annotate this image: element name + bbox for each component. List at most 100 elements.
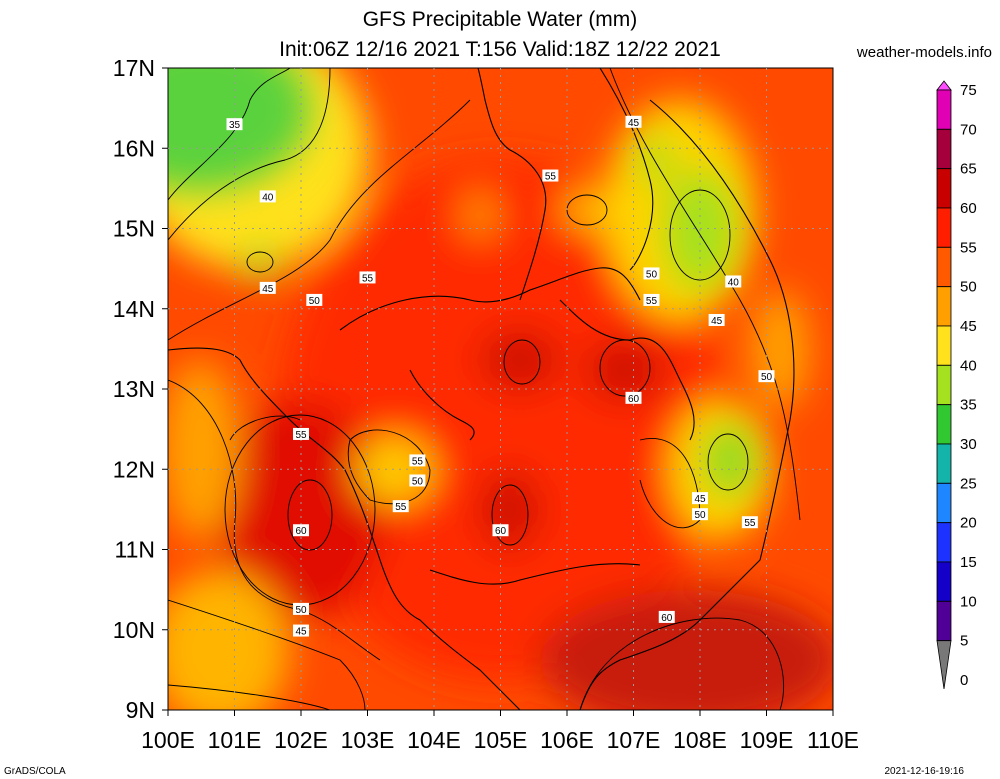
svg-text:35: 35 [229,120,241,131]
colorbar-label: 55 [960,239,977,256]
colorbar-label: 15 [960,554,977,571]
colorbar-label: 40 [960,357,977,374]
lon-tick-label: 104E [407,727,461,753]
colorbar-segment [936,89,952,130]
contour-label: 55 [741,516,758,529]
contour-label: 60 [492,524,509,537]
svg-text:45: 45 [711,316,723,327]
map-title: GFS Precipitable Water (mm) [362,8,638,31]
contour-label: 55 [392,500,409,513]
colorbar-segment [936,404,952,445]
site-label: weather-models.info [856,44,992,61]
lon-tick-label: 101E [208,727,262,753]
svg-text:50: 50 [694,510,706,521]
longitude-axis: 100E 101E 102E 103E 104E 105E 106E 107E 108E 109E… [141,710,859,753]
svg-text:60: 60 [295,526,307,537]
colorbar-segment [936,482,952,524]
svg-text:45: 45 [262,284,274,295]
map-subtitle: Init:06Z 12/16 2021 T:156 Valid:18Z 12/2… [279,38,721,61]
footer-software-label: GrADS/COLA [4,766,66,777]
contour-label: 55 [409,454,426,467]
svg-text:40: 40 [262,192,274,203]
contour-label: 45 [259,281,276,295]
contour-label: 45 [708,313,725,327]
contour-label: 35 [226,118,243,131]
lat-tick-label: 10N [113,617,155,643]
colorbar-segment [936,364,952,406]
colorbar-segment [936,286,952,327]
lon-tick-label: 108E [673,727,727,753]
colorbar-label: 70 [960,121,977,138]
colorbar-label: 75 [960,82,977,99]
lat-tick-label: 12N [113,456,155,482]
svg-text:50: 50 [309,296,321,307]
colorbar-segment [936,522,952,563]
lon-tick-label: 107E [607,727,661,753]
contour-label: 40 [259,190,276,203]
colorbar-segment [936,325,952,366]
contour-label: 60 [625,391,642,405]
lat-tick-label: 11N [115,537,156,563]
colorbar-label: 50 [960,279,977,296]
svg-text:60: 60 [495,526,507,537]
colorbar-segment [936,246,952,288]
lat-tick-label: 9N [126,697,155,723]
svg-text:50: 50 [761,372,773,383]
contour-label: 60 [658,610,675,624]
colorbar-label: 25 [960,475,977,492]
colorbar-label: 20 [960,515,977,532]
contour-label: 45 [692,492,708,505]
latitude-axis: 17N 16N 15N 14N 13N 12N 11N 10N 9N [113,55,168,723]
colorbar-segment [936,168,952,209]
lon-tick-label: 106E [540,727,594,753]
footer-timestamp: 2021-12-16-19:16 [884,766,964,777]
svg-text:55: 55 [362,273,374,284]
colorbar-segment [936,128,952,170]
colorbar-label: 10 [960,593,977,610]
contour-label: 50 [293,602,309,616]
svg-text:45: 45 [628,118,640,129]
colorbar-segment [936,80,952,91]
colorbar-label: 60 [960,200,977,217]
precipitable-water-field [168,68,833,710]
contour-label: 50 [692,508,708,521]
colorbar-label: 65 [960,161,977,178]
svg-text:55: 55 [545,172,557,183]
contour-label: 55 [542,169,559,183]
lat-tick-label: 13N [113,376,155,402]
contour-label: 50 [306,293,323,307]
colorbar-label: 35 [960,397,977,414]
lon-tick-label: 110E [807,727,859,753]
colorbar-label: 0 [960,672,968,689]
svg-text:45: 45 [694,494,706,505]
contour-labels: 35 40 45 50 55 45 55 50 55 40 45 50 60 55 55 50 55 45 50 55… [226,115,775,638]
colorbar-label: 5 [960,633,968,650]
lon-tick-label: 100E [141,727,195,753]
contour-label: 50 [643,267,660,280]
lat-tick-label: 17N [113,55,155,81]
colorbar-segment [936,207,952,248]
contour-label: 55 [293,427,309,441]
contour-label: 45 [625,115,642,129]
contour-label: 45 [293,624,309,638]
svg-text:55: 55 [412,456,424,467]
lon-tick-label: 103E [341,727,395,753]
colorbar-segment [936,561,952,602]
svg-text:55: 55 [395,502,407,513]
colorbar-label: 45 [960,318,977,335]
svg-text:50: 50 [412,476,424,487]
svg-text:55: 55 [646,296,658,307]
lon-tick-label: 105E [474,727,528,753]
colorbar-segment [936,443,952,484]
svg-text:50: 50 [295,605,307,616]
lat-tick-label: 14N [113,296,155,322]
contour-label: 55 [643,293,660,307]
svg-text:45: 45 [295,627,307,638]
lat-tick-label: 16N [113,135,155,161]
lon-tick-label: 102E [274,727,328,753]
colorbar-segment [936,600,952,642]
svg-text:40: 40 [728,277,740,288]
contour-label: 50 [758,370,775,383]
